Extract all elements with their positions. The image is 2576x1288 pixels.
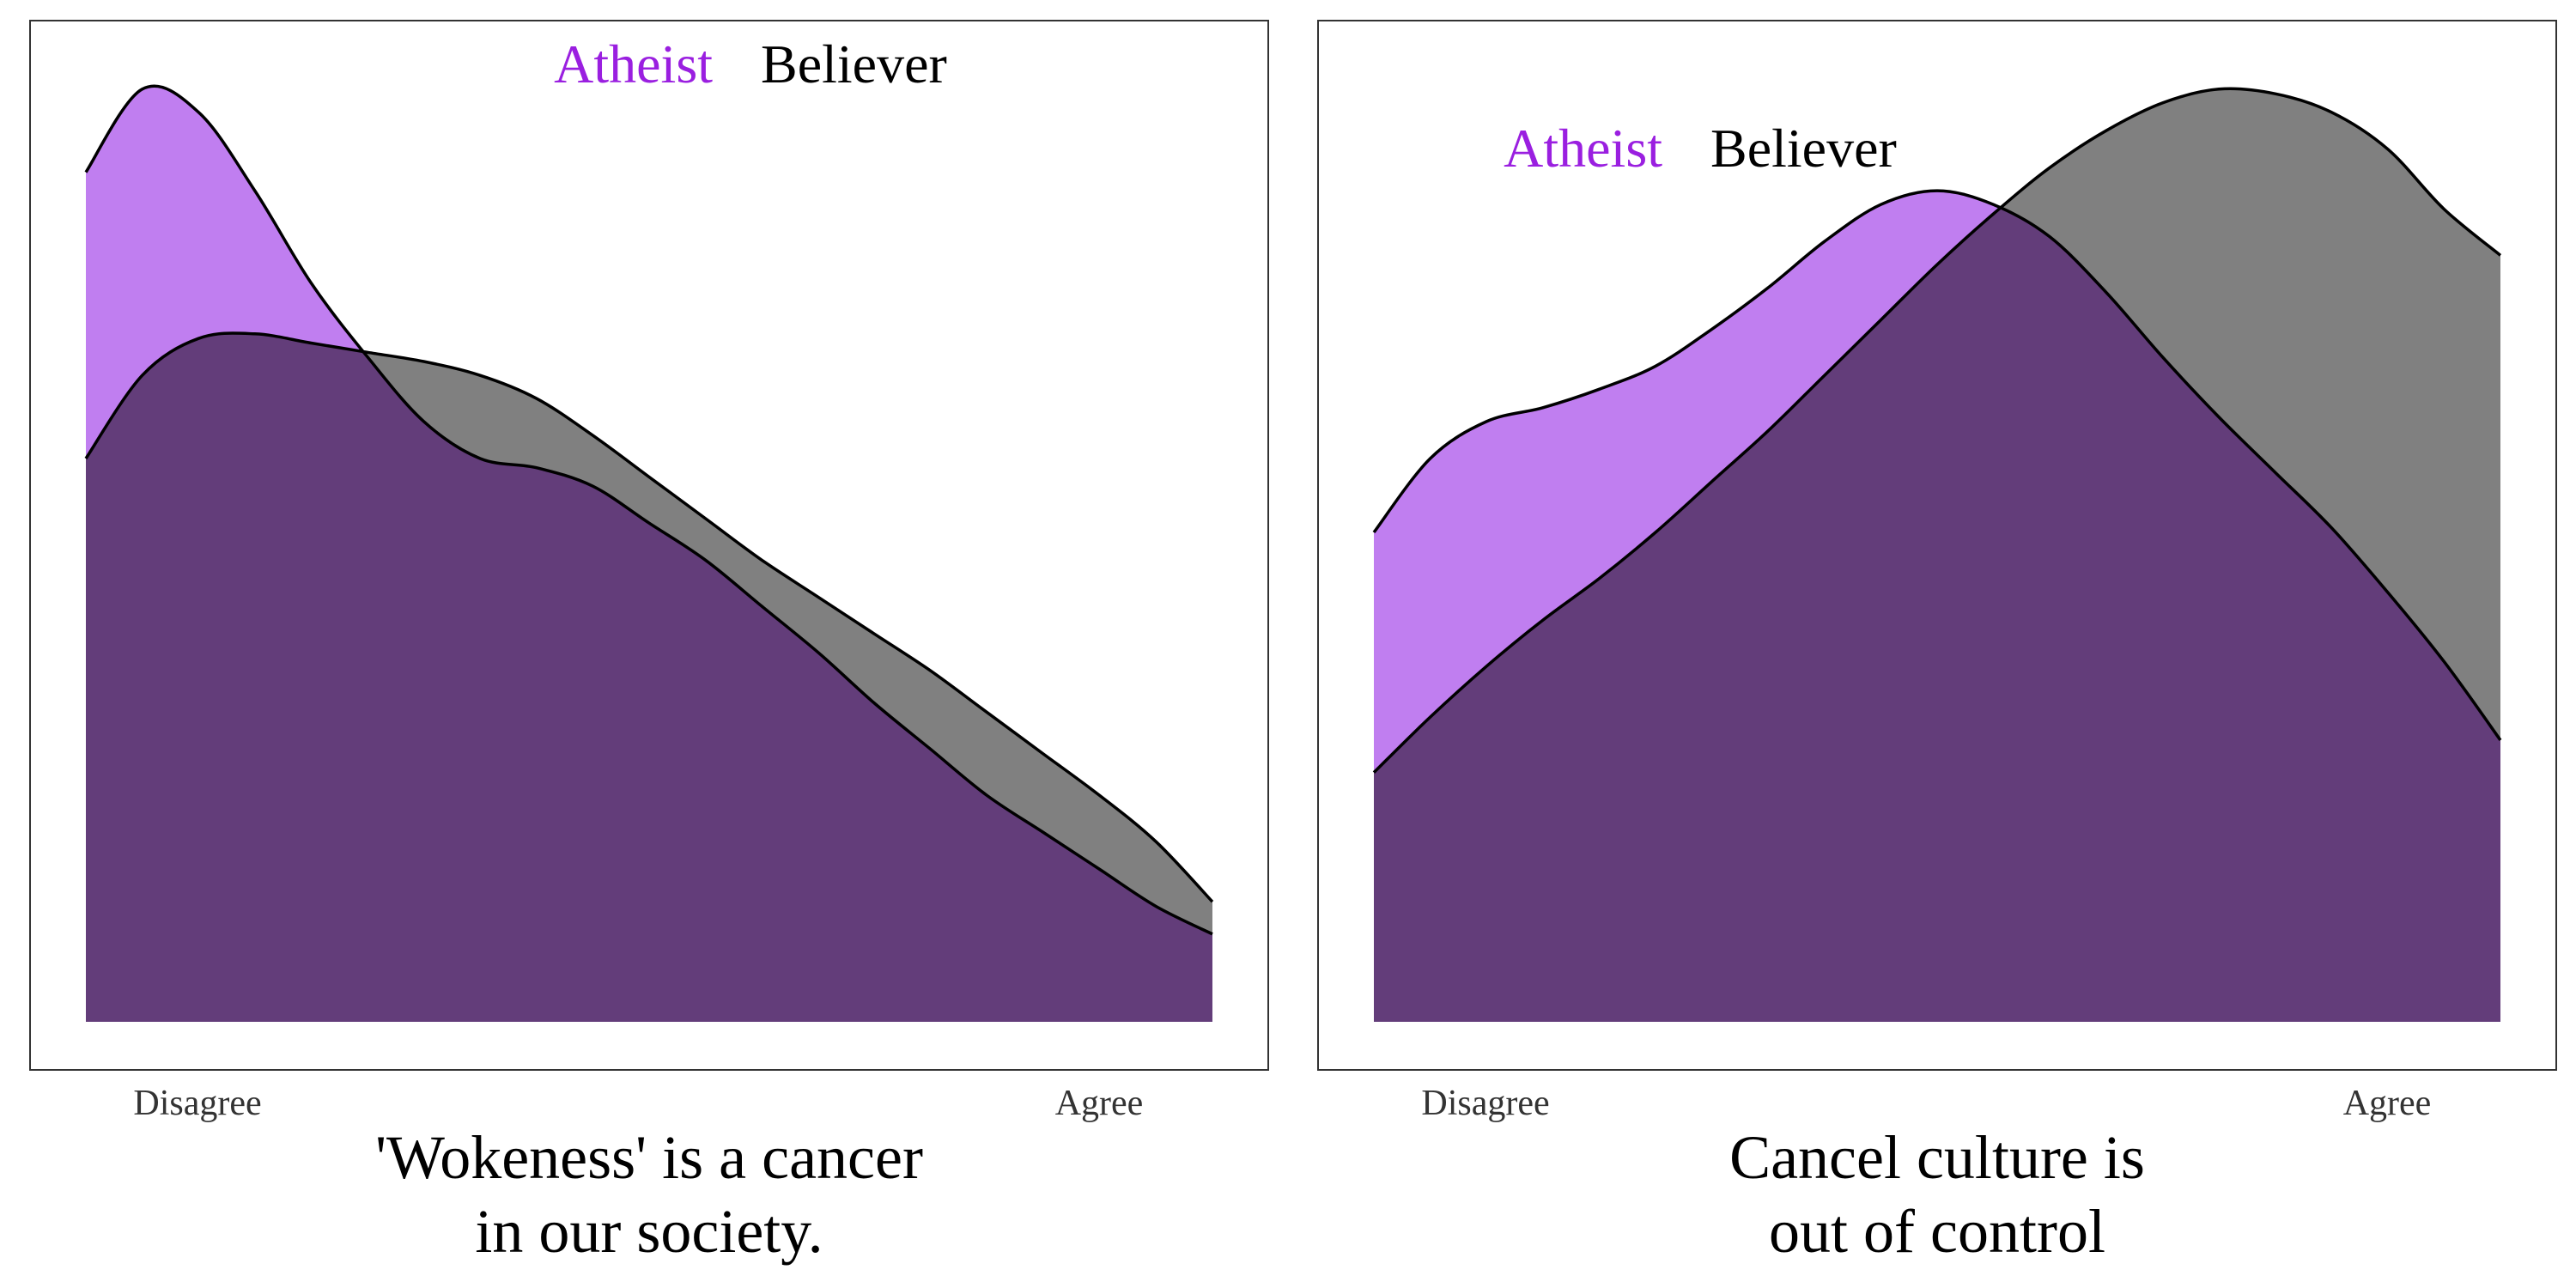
panel-1-plot-area	[84, 84, 1214, 1023]
panel-2-legend-believer: Believer	[1710, 118, 1897, 179]
panel-1-x-tick-disagree: Disagree	[133, 1084, 261, 1123]
panel-2-frame	[1317, 20, 2557, 1071]
panel-2-legend-atheist: Atheist	[1504, 118, 1662, 179]
panel-1-title-line-1: 'Wokeness' is a cancer	[375, 1123, 923, 1192]
panel-1-line-atheist	[84, 84, 1213, 936]
panel-2-title-line-1: Cancel culture is	[1729, 1123, 2145, 1192]
panel-1-frame	[29, 20, 1269, 1071]
panel-2-x-tick-agree: Agree	[2343, 1084, 2432, 1123]
panel-2-x-tick-disagree: Disagree	[1421, 1084, 1549, 1123]
panel-2-title-line-2: out of control	[1769, 1197, 2105, 1266]
panel-2-line-believer	[1372, 87, 2502, 774]
panel-1-line-believer	[84, 331, 1214, 903]
panel-1-legend-atheist: Atheist	[554, 33, 713, 94]
panel-1-title-line-2: in our society.	[475, 1197, 823, 1266]
panel-1-x-tick-agree: Agree	[1055, 1084, 1144, 1123]
panel-1-area-overlap	[86, 332, 1212, 1022]
panel-1-legend-believer: Believer	[761, 33, 947, 94]
chart-panel-1: Atheist Believer Disagree Agree 'Wokenes…	[29, 20, 1269, 1266]
chart-panel-2: Atheist Believer Disagree Agree Cancel c…	[1317, 20, 2557, 1266]
panel-2-plot-area	[1372, 87, 2502, 1023]
panel-2-line-atheist	[1372, 189, 2502, 742]
